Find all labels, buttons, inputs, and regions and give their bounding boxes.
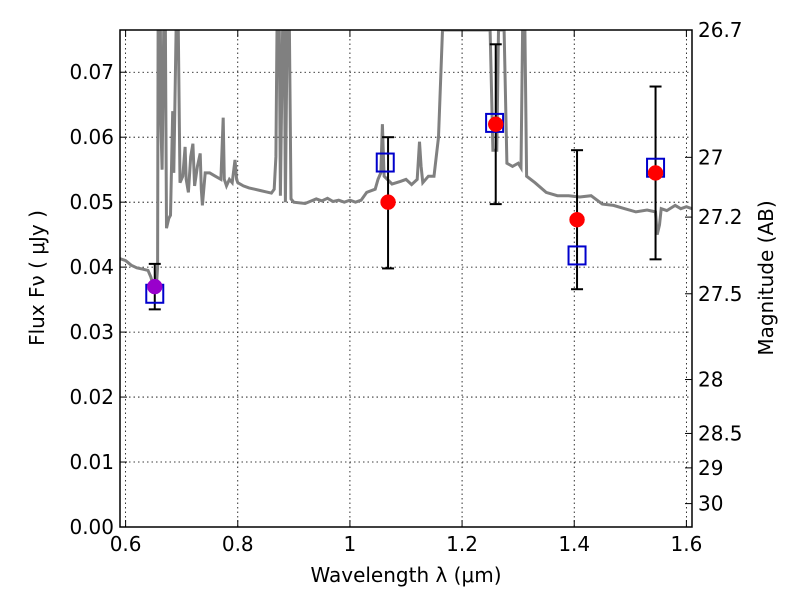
x-tick-label: 1.2 [446, 532, 478, 556]
y-tick-label: 0.02 [69, 385, 114, 409]
x-tick-label: 1.4 [558, 532, 590, 556]
y-tick-label: 0.06 [69, 125, 114, 149]
observed-point-marker [487, 116, 504, 132]
right-tick-label: 27.2 [698, 205, 743, 229]
right-tick-label: 27.5 [698, 282, 743, 306]
y-tick-label: 0.03 [69, 320, 114, 344]
observed-point-marker [147, 278, 163, 295]
axis-ticks: 0.6 0.8 1 1.2 1.4 1.6 0.00 0.01 0.02 0.03 0.04 0.05… [69, 18, 742, 556]
y-tick-label: 0.01 [69, 450, 114, 474]
x-axis-label: Wavelength λ (μm) [310, 563, 501, 587]
y-tick-label: 0.04 [69, 255, 114, 279]
x-tick-label: 0.8 [222, 532, 254, 556]
x-tick-label: 0.6 [110, 532, 142, 556]
right-axis-label: Magnitude (AB) [754, 200, 778, 355]
model-spectrum-line [120, 30, 692, 289]
plot-area [120, 30, 692, 311]
model-square-marker [375, 152, 395, 173]
y-tick-label: 0.07 [69, 60, 114, 84]
right-tick-label: 30 [698, 492, 723, 516]
x-tick-label: 1.6 [670, 532, 702, 556]
right-tick-label: 27 [698, 145, 723, 169]
y-axis-label: Flux Fν ( μJy ) [25, 210, 49, 346]
plot-frame [119, 29, 693, 528]
right-tick-label: 28.5 [698, 421, 743, 445]
x-tick-label: 1 [344, 532, 357, 556]
y-tick-label: 0.00 [69, 515, 114, 539]
right-tick-label: 29 [698, 456, 723, 480]
observed-point-marker [569, 211, 585, 228]
y-tick-label: 0.05 [69, 190, 114, 214]
right-tick-label: 26.7 [698, 18, 743, 42]
observed-point-marker [647, 165, 664, 181]
gridlines [120, 30, 692, 528]
data-markers [145, 112, 666, 304]
right-tick-label: 28 [698, 368, 723, 392]
model-square-marker [567, 245, 587, 266]
observed-point-marker [380, 194, 396, 210]
